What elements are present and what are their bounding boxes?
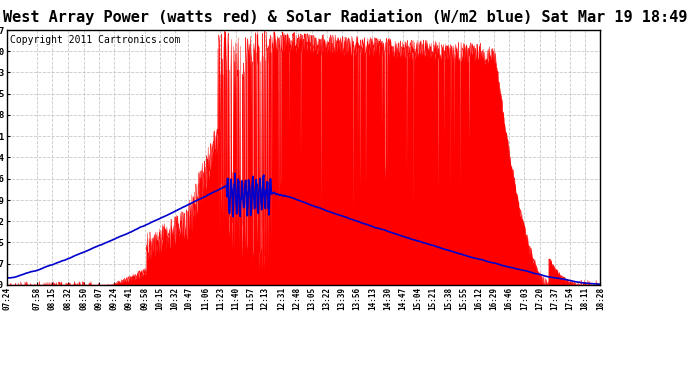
- Text: West Array Power (watts red) & Solar Radiation (W/m2 blue) Sat Mar 19 18:49: West Array Power (watts red) & Solar Rad…: [3, 9, 687, 26]
- Text: Copyright 2011 Cartronics.com: Copyright 2011 Cartronics.com: [10, 35, 180, 45]
